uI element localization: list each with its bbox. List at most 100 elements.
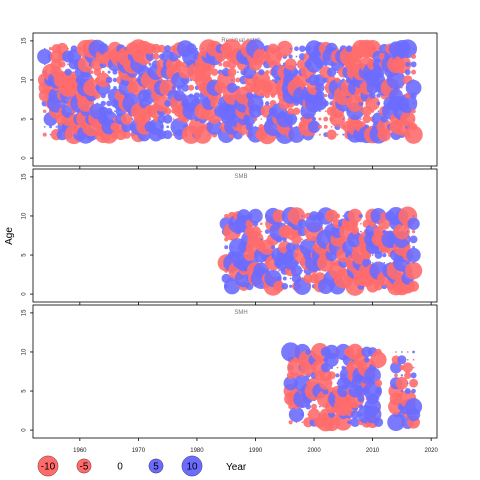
residual-bubble [307, 120, 321, 134]
residual-bubble [153, 95, 171, 112]
residual-bubble [43, 125, 46, 128]
y-tick-label: 5 [22, 253, 28, 257]
residual-bubble [290, 264, 303, 277]
residual-bubble [160, 125, 164, 129]
residual-bubble [342, 118, 345, 120]
residual-bubble [330, 382, 333, 385]
residual-bubble [78, 55, 81, 58]
residual-bubble [411, 229, 416, 234]
residual-bubble [295, 118, 298, 120]
residual-bubble [389, 230, 392, 233]
residual-bubble [272, 209, 286, 223]
residual-bubble [341, 78, 345, 82]
residual-bubble [311, 403, 317, 410]
residual-bubble [175, 60, 184, 68]
residual-bubble [406, 238, 409, 241]
residual-bubble [295, 125, 298, 128]
residual-bubble [157, 44, 166, 53]
residual-bubble [402, 362, 413, 373]
residual-bubble [412, 102, 415, 105]
residual-bubble [277, 269, 280, 272]
residual-bubble [94, 92, 101, 99]
residual-bubble [254, 71, 257, 74]
residual-bubble [412, 215, 415, 217]
residual-bubble [196, 47, 198, 50]
residual-bubble [412, 47, 415, 50]
residual-bubble [151, 43, 161, 54]
residual-bubble [407, 217, 420, 230]
panel-frame [32, 304, 438, 439]
residual-bubble [131, 94, 134, 97]
residual-bubble [237, 47, 239, 50]
residual-bubble [412, 261, 415, 264]
residual-bubble [374, 379, 383, 387]
residual-bubble [397, 355, 407, 365]
residual-bubble [55, 125, 58, 128]
panel-title: SMH [234, 310, 247, 316]
residual-bubble [207, 133, 211, 137]
residual-bubble [288, 54, 293, 59]
residual-bubble [311, 116, 317, 122]
residual-bubble [61, 102, 64, 105]
residual-bubble [248, 208, 263, 224]
residual-bubble [237, 71, 239, 74]
legend-entry: 0 [117, 462, 123, 473]
x-tick-label: 2010 [366, 448, 380, 454]
residual-bubble [166, 56, 182, 72]
residual-bubble [164, 45, 172, 53]
residual-bubble [42, 109, 47, 113]
x-tick-label: 2020 [424, 448, 438, 454]
residual-bubble [406, 247, 421, 263]
residual-bubble [67, 63, 70, 66]
residual-bubble [376, 119, 393, 135]
residual-bubble [188, 84, 195, 91]
residual-bubble [412, 79, 415, 81]
residual-bubble [107, 70, 111, 74]
residual-bubble [258, 69, 265, 76]
residual-bubble [160, 78, 164, 82]
residual-bubble [285, 242, 296, 252]
residual-bubble [131, 118, 134, 120]
legend-bubble [76, 458, 92, 474]
residual-bubble [100, 100, 106, 107]
y-tick-label: 0 [22, 292, 28, 296]
residual-bubble [136, 101, 140, 105]
residual-bubble [369, 92, 376, 99]
residual-bubble [181, 83, 190, 92]
residual-bubble [307, 285, 310, 288]
residual-bubble [282, 276, 287, 281]
residual-bubble [288, 420, 293, 425]
residual-bubble [371, 254, 374, 256]
residual-bubble [400, 111, 416, 127]
y-tick-label: 10 [22, 76, 28, 83]
residual-bubble [265, 70, 270, 75]
legend-label: 5 [153, 462, 159, 473]
residual-bubble [371, 261, 374, 264]
residual-bubble [377, 374, 380, 377]
residual-bubble [400, 79, 403, 81]
residual-bubble [283, 376, 298, 391]
legend-label: 0 [117, 462, 123, 473]
residual-bubble [390, 361, 402, 374]
residual-bubble [359, 118, 362, 120]
residual-bubble [264, 47, 282, 66]
residual-bubble [322, 413, 341, 432]
residual-bubble [336, 366, 339, 369]
legend: -10 -5 0 5 10 [37, 455, 203, 477]
residual-bubble [327, 371, 336, 380]
residual-bubble [412, 366, 415, 369]
residual-bubble [270, 245, 276, 250]
residual-bubble [283, 222, 286, 225]
residual-bubble [294, 69, 299, 75]
residual-bubble [395, 376, 409, 390]
residual-bubble [330, 222, 333, 225]
residual-bubble [342, 215, 345, 217]
residual-bubble [171, 85, 176, 90]
residual-bubble [342, 269, 345, 272]
residual-bubble [336, 358, 339, 361]
residual-bubble [410, 61, 417, 68]
residual-bubble [318, 405, 321, 408]
residual-bubble [318, 110, 321, 113]
y-axis-label: Age [4, 227, 15, 245]
